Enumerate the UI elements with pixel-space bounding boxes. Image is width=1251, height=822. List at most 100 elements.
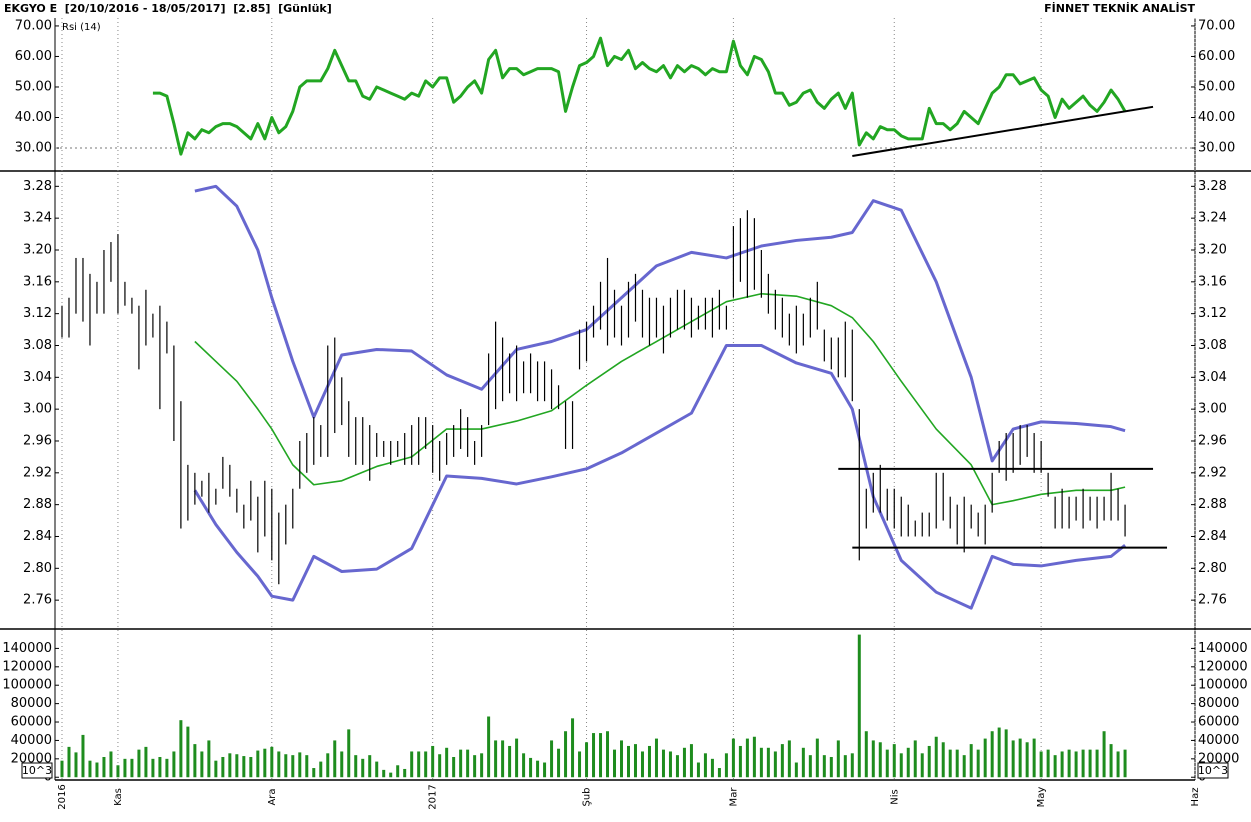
- volume-bar: [752, 736, 756, 778]
- volume-bar: [808, 755, 812, 778]
- volume-bar: [522, 753, 526, 778]
- y-tick-label: 2.80: [1198, 561, 1227, 576]
- volume-bar: [1060, 751, 1064, 778]
- volume-bar: [137, 749, 141, 778]
- x-tick-label: Nis: [889, 789, 900, 804]
- x-tick-label: Mar: [728, 787, 739, 807]
- volume-bar: [88, 760, 92, 778]
- y-tick-label: 3.04: [23, 370, 52, 385]
- y-tick-label: 40000: [1198, 733, 1239, 748]
- volume-bar: [501, 740, 505, 778]
- y-tick-label: 40.00: [1198, 110, 1235, 125]
- volume-bar: [396, 765, 400, 778]
- volume-bar: [340, 751, 344, 778]
- volume-bar: [494, 740, 498, 778]
- volume-bar: [466, 749, 470, 778]
- volume-bar: [445, 747, 449, 778]
- volume-bar: [165, 758, 169, 778]
- volume-bar: [661, 749, 665, 778]
- volume-bar: [773, 751, 777, 778]
- volume-bar: [850, 753, 854, 778]
- volume-bar: [885, 749, 889, 778]
- volume-bar: [347, 729, 351, 778]
- volume-bar: [794, 762, 798, 778]
- volume-bar: [536, 760, 540, 778]
- volume-bar: [1067, 749, 1071, 778]
- volume-bar: [969, 744, 973, 778]
- volume-bar: [179, 720, 183, 778]
- volume-bar: [102, 756, 106, 778]
- y-tick-label: 30.00: [15, 141, 52, 156]
- y-tick-label: 2.76: [23, 593, 52, 608]
- volume-bar: [787, 740, 791, 778]
- volume-bar: [647, 745, 651, 778]
- volume-bar: [333, 740, 337, 778]
- rsi-line: [152, 36, 1127, 156]
- volume-bar: [599, 733, 603, 778]
- volume-bar: [990, 731, 994, 778]
- y-tick-label: 60000: [11, 715, 52, 730]
- volume-bar: [899, 753, 903, 778]
- volume-bar: [689, 744, 693, 778]
- x-tick-label: May: [1036, 787, 1047, 808]
- volume-bar: [675, 755, 679, 778]
- volume-bar: [1123, 749, 1127, 778]
- volume-bar: [766, 747, 770, 778]
- volume-bar: [130, 758, 134, 778]
- volume-bar: [745, 738, 749, 778]
- y-tick-label: 40000: [11, 733, 52, 748]
- volume-bar: [172, 751, 176, 778]
- volume-bar: [452, 756, 456, 778]
- volume-bar: [962, 755, 966, 778]
- volume-bar: [158, 756, 162, 778]
- volume-bar: [480, 753, 484, 778]
- volume-bar: [955, 749, 959, 778]
- volume-bar: [431, 745, 435, 778]
- volume-bar: [312, 768, 316, 778]
- y-tick-label: 3.28: [1198, 179, 1227, 194]
- unit-label: 10^3: [1198, 764, 1228, 777]
- band-upper: [194, 184, 1126, 463]
- volume-bar: [277, 751, 281, 778]
- x-tick-label: Şub: [582, 787, 593, 806]
- y-tick-label: 140000: [1198, 641, 1248, 656]
- volume-bar: [703, 753, 707, 778]
- volume-bar: [1074, 751, 1078, 778]
- volume-bar: [1039, 751, 1043, 778]
- volume-bar: [1032, 738, 1036, 778]
- y-tick-label: 2.92: [1198, 465, 1227, 480]
- volume-bar: [221, 756, 225, 778]
- y-tick-label: 120000: [2, 659, 52, 674]
- y-tick-label: 2.88: [1198, 497, 1227, 512]
- y-tick-label: 3.00: [23, 402, 52, 417]
- y-tick-label: 60.00: [1198, 49, 1235, 64]
- volume-bar: [613, 749, 617, 778]
- volume-bar: [1102, 731, 1106, 778]
- volume-bar: [815, 738, 819, 778]
- volume-bar: [326, 753, 330, 778]
- x-tick-label: Kas: [113, 788, 124, 806]
- volume-bar: [633, 744, 637, 778]
- volume-bar: [592, 733, 596, 778]
- volume-bar: [801, 747, 805, 778]
- y-tick-label: 2.80: [23, 561, 52, 576]
- y-tick-label: 2.84: [23, 529, 52, 544]
- y-tick-label: 2.96: [23, 433, 52, 448]
- unit-box: [21, 762, 53, 779]
- volume-bar: [857, 634, 861, 778]
- band-lower: [193, 343, 1126, 610]
- volume-bar: [934, 736, 938, 778]
- volume-bar: [710, 758, 714, 778]
- y-tick-label: 3.28: [23, 179, 52, 194]
- volume-bar: [927, 745, 931, 778]
- volume-bar: [682, 747, 686, 778]
- volume-bar: [410, 751, 414, 778]
- volume-bar: [438, 754, 442, 778]
- volume-bar: [424, 751, 428, 778]
- unit-label: 10^3: [22, 764, 52, 777]
- volume-bar: [1109, 744, 1113, 778]
- unit-box: [1197, 762, 1229, 779]
- volume-bar: [1025, 742, 1029, 778]
